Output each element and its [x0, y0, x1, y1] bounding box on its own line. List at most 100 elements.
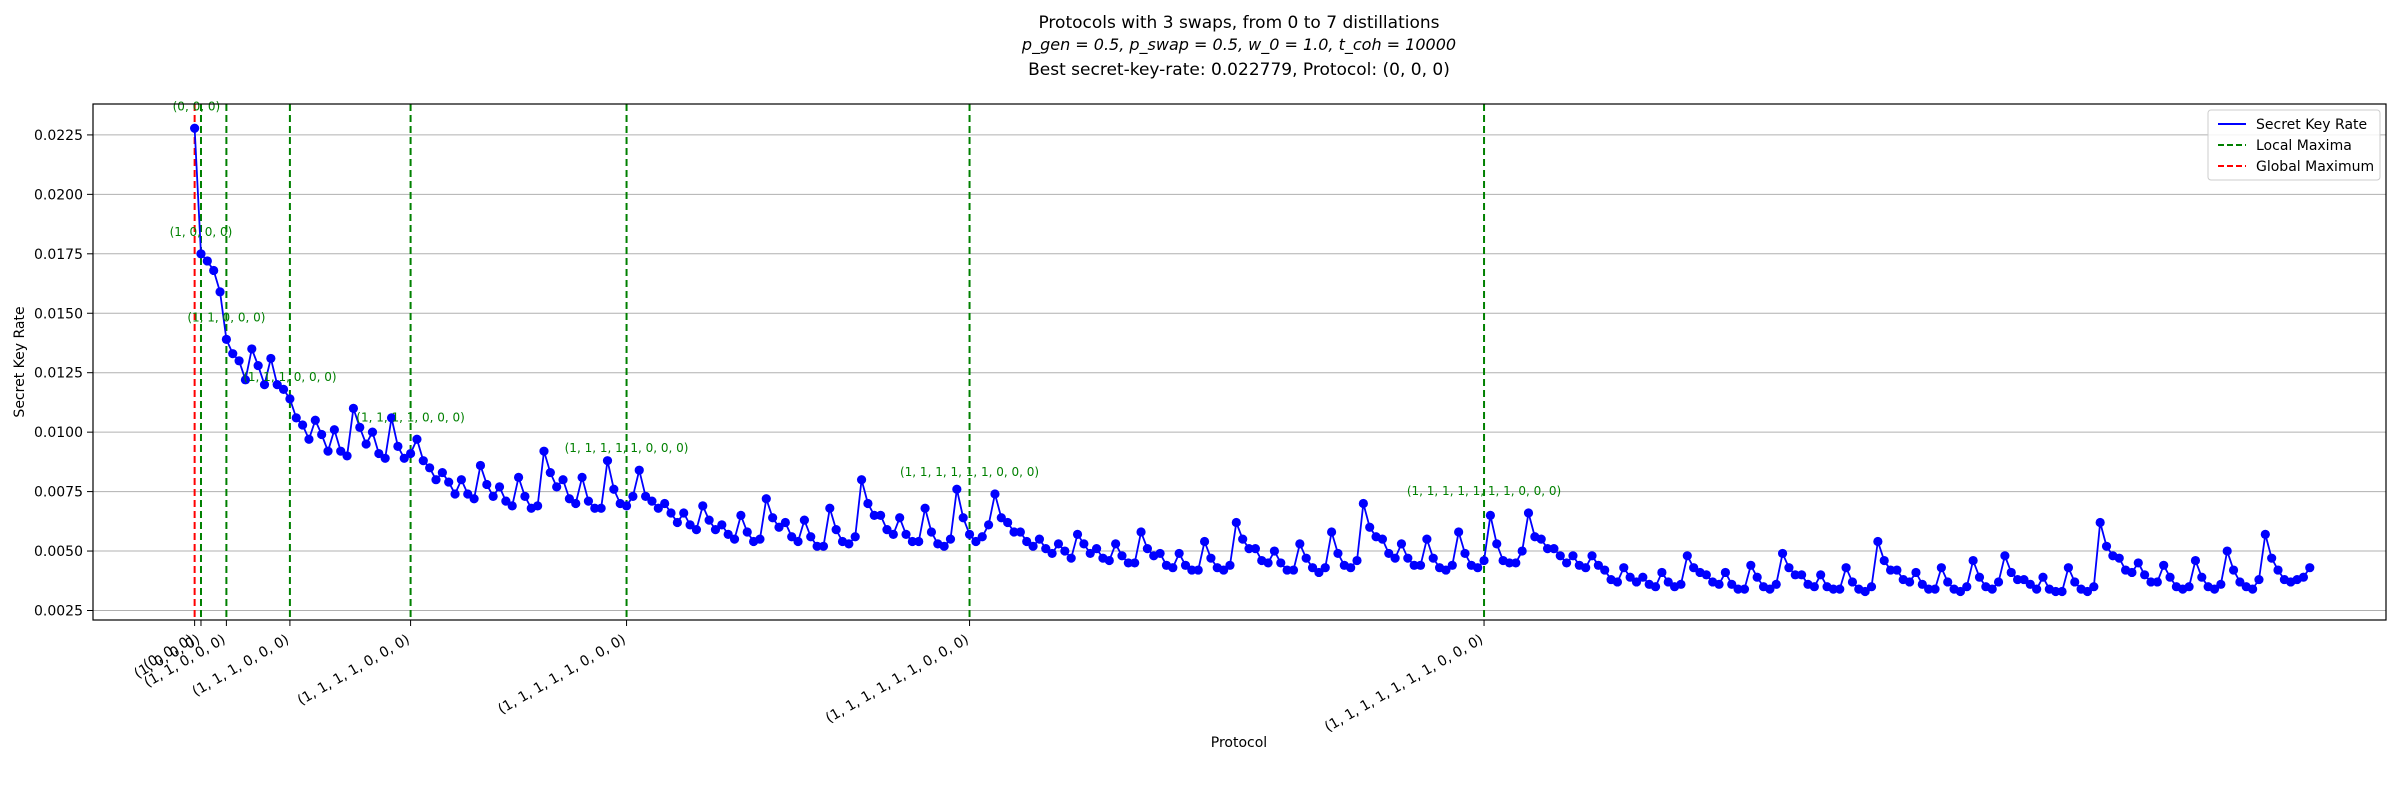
- data-point: [431, 475, 441, 485]
- data-point: [1536, 534, 1546, 544]
- data-point: [1860, 586, 1870, 597]
- data-point: [259, 379, 270, 390]
- data-point: [812, 541, 822, 551]
- data-point: [1962, 582, 1972, 592]
- series-line: [193, 128, 2311, 593]
- data-point: [787, 532, 797, 542]
- data-point: [1828, 584, 1838, 594]
- data-point: [2273, 565, 2283, 575]
- data-point: [425, 463, 435, 473]
- data-point: [1955, 586, 1966, 597]
- y-tick-label: 0.0175: [34, 247, 83, 263]
- data-point: [882, 525, 892, 535]
- data-point: [818, 541, 829, 551]
- data-point: [1581, 563, 1591, 573]
- data-point: [552, 482, 562, 492]
- data-point: [958, 513, 968, 523]
- data-point: [1542, 544, 1553, 554]
- data-point: [1485, 510, 1495, 520]
- data-point: [1523, 508, 1534, 518]
- data-point: [1720, 567, 1731, 578]
- data-point: [1739, 584, 1750, 594]
- data-point: [304, 434, 314, 444]
- data-point: [1885, 565, 1896, 575]
- data-point: [1612, 577, 1623, 587]
- plot-frame: [92, 103, 2387, 621]
- data-point: [2070, 577, 2080, 587]
- data-point: [361, 439, 371, 449]
- data-point: [996, 513, 1006, 523]
- data-point: [1015, 527, 1025, 537]
- data-point: [545, 467, 555, 478]
- data-point: [685, 520, 695, 530]
- data-point: [1555, 551, 1565, 561]
- data-point: [647, 496, 657, 506]
- y-tick-label: 0.0025: [34, 603, 83, 619]
- data-point: [952, 484, 962, 494]
- data-point: [393, 441, 403, 452]
- data-point: [2114, 553, 2124, 563]
- data-point: [971, 536, 981, 547]
- data-point: [2082, 586, 2093, 597]
- data-point: [1117, 551, 1127, 561]
- data-point: [272, 379, 282, 390]
- data-point: [742, 527, 752, 537]
- y-axis-ticks: 0.0025 0.0050 0.0075 0.0100 0.0125 0.0150 0.01…: [34, 128, 93, 619]
- data-point: [405, 448, 416, 459]
- data-point: [863, 498, 873, 509]
- local-maximum-annotation: (1, 0, 0, 0): [170, 225, 233, 239]
- data-point: [539, 446, 549, 456]
- data-point: [2216, 579, 2226, 589]
- data-point: [1460, 548, 1470, 559]
- data-point: [1905, 577, 1915, 587]
- data-point: [1689, 563, 1699, 573]
- data-point: [221, 334, 231, 345]
- data-point: [329, 425, 339, 435]
- data-point: [323, 446, 333, 456]
- data-point: [806, 532, 816, 542]
- data-point: [253, 360, 263, 371]
- data-point: [768, 513, 778, 523]
- data-point: [1377, 534, 1388, 544]
- data-point: [1650, 582, 1661, 592]
- data-point: [1765, 584, 1775, 594]
- data-point: [2019, 574, 2029, 585]
- data-point: [1396, 539, 1407, 549]
- data-point: [1892, 565, 1902, 575]
- x-axis-ticks: (0, 0, 0)(1, 0, 0, 0)(1, 1, 0, 0, 0)(1, …: [132, 620, 1486, 736]
- data-point: [1568, 551, 1578, 561]
- data-point: [876, 510, 886, 520]
- data-point: [278, 384, 289, 394]
- data-point: [1155, 548, 1165, 559]
- data-point: [1974, 572, 1985, 582]
- data-point: [2228, 565, 2239, 575]
- data-point: [1873, 536, 1883, 547]
- data-point: [1492, 539, 1502, 549]
- data-point: [641, 491, 651, 501]
- data-point: [1479, 555, 1489, 566]
- data-point: [513, 472, 524, 482]
- x-tick-label: (1, 1, 1, 1, 1, 1, 1, 0, 0, 0): [1322, 632, 1486, 736]
- data-point: [1682, 551, 1692, 561]
- legend-label: Local Maxima: [2256, 138, 2352, 154]
- chart-title-line-3: Best secret-key-rate: 0.022779, Protocol…: [1028, 60, 1450, 80]
- data-point: [1841, 563, 1851, 573]
- data-point: [602, 456, 613, 466]
- data-point: [577, 472, 587, 482]
- data-point: [1111, 539, 1121, 549]
- data-point: [1866, 582, 1877, 592]
- data-point: [1924, 584, 1934, 594]
- data-point: [1365, 522, 1375, 532]
- data-point: [2127, 567, 2137, 578]
- data-point: [209, 265, 219, 276]
- data-point: [1333, 548, 1343, 559]
- data-point: [1714, 579, 1724, 589]
- data-point: [2006, 567, 2016, 578]
- data-point: [1047, 548, 1057, 559]
- data-point: [1295, 539, 1305, 549]
- data-point: [1301, 553, 1311, 563]
- data-point: [698, 501, 708, 511]
- y-tick-label: 0.0125: [34, 366, 83, 382]
- data-point: [1746, 560, 1756, 570]
- data-point: [1250, 544, 1260, 554]
